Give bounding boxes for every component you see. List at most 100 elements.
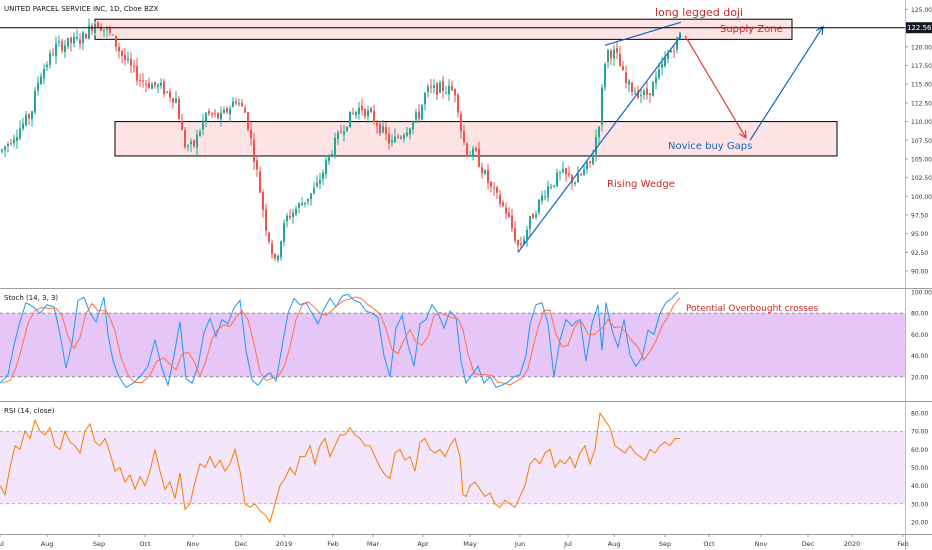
candle-body [370, 108, 372, 112]
candle-body [19, 128, 21, 139]
candle-body [316, 182, 318, 187]
candle-body [496, 187, 498, 193]
candle-body [397, 136, 399, 138]
candle-body [250, 129, 252, 139]
candle-body [154, 82, 156, 86]
x-tick-label: Jul [563, 540, 572, 548]
candle-body [403, 135, 405, 139]
candle-body [259, 171, 261, 193]
candle-body [193, 140, 195, 147]
candle-body [10, 143, 12, 145]
candle-body [520, 243, 522, 245]
x-tick-label: Oct [139, 540, 151, 548]
candle-body [58, 41, 60, 43]
candle-body [352, 112, 354, 114]
candle-body [22, 123, 24, 129]
candle-body [649, 93, 651, 96]
candle-body [91, 25, 93, 32]
candle-body [661, 64, 663, 68]
price-tick-label: 95.00 [911, 231, 928, 238]
candle-body [130, 58, 132, 66]
candle-body [226, 108, 228, 113]
candle-body [646, 88, 648, 95]
candle-body [676, 37, 678, 50]
candle-body [274, 253, 276, 259]
candle-body [328, 154, 330, 162]
candle-body [508, 212, 510, 218]
candle-body [136, 66, 138, 81]
candle-body [178, 98, 180, 120]
candle-body [658, 69, 660, 78]
price-tick-label: 92.50 [911, 250, 928, 257]
candle-body [364, 109, 366, 117]
rsi-tick-label: 60.00 [911, 447, 928, 454]
arrow-red [684, 35, 746, 138]
rsi-tick-label: 20.00 [911, 519, 928, 526]
candle-body [247, 112, 249, 130]
candle-body [343, 131, 345, 135]
candle-body [205, 113, 207, 122]
candle-body [652, 81, 654, 97]
candle-body [439, 82, 441, 93]
candle-body [484, 170, 486, 174]
candle-body [538, 199, 540, 213]
last-price-box [906, 22, 932, 34]
candle-body [190, 141, 192, 145]
candle-body [526, 229, 528, 240]
x-tick-label: 2020 [844, 540, 861, 548]
candle-body [460, 114, 462, 132]
candle-body [88, 25, 90, 39]
candle-body [151, 84, 153, 89]
candle-body [394, 136, 396, 143]
candle-body [103, 29, 105, 31]
candle-body [637, 91, 639, 98]
candle-body [73, 37, 75, 44]
candle-body [76, 37, 78, 39]
candle-body [478, 148, 480, 167]
candle-body [679, 32, 681, 39]
candle-body [610, 50, 612, 59]
candle-body [598, 126, 600, 138]
candle-body [244, 108, 246, 113]
candle-body [553, 185, 555, 187]
candle-body [517, 240, 519, 246]
candle-body [325, 160, 327, 174]
stoch-tick-label: 40.00 [911, 353, 928, 360]
candle-body [13, 139, 15, 144]
candle-body [169, 91, 171, 98]
candle-body [580, 174, 582, 176]
x-tick-label: Feb [327, 540, 339, 548]
candle-body [550, 186, 552, 188]
x-tick-label: Nov [755, 540, 768, 548]
axes: 125.00122.50120.00117.50115.00112.50110.… [0, 7, 932, 548]
x-tick-label: Sep [659, 540, 671, 548]
candle-body [265, 209, 267, 231]
candle-body [340, 131, 342, 133]
stoch-tick-label: 60.00 [911, 332, 928, 339]
rsi-tick-label: 80.00 [911, 411, 928, 418]
candle-body [67, 37, 69, 47]
candle-body [304, 202, 306, 204]
candle-body [436, 83, 438, 95]
candle-body [415, 112, 417, 120]
candle-body [187, 145, 189, 147]
candle-body [667, 53, 669, 59]
candle-body [337, 132, 339, 139]
candle-body [100, 26, 102, 31]
rsi-tick-label: 30.00 [911, 501, 928, 508]
candle-body [94, 23, 96, 33]
candles [1, 18, 681, 263]
candle-body [523, 239, 525, 245]
candle-body [391, 140, 393, 142]
candle-body [4, 146, 6, 150]
candle-body [268, 232, 270, 242]
price-tick-label: 100.00 [911, 194, 932, 201]
candle-body [592, 155, 594, 165]
candle-body [241, 102, 243, 107]
candle-body [376, 122, 378, 127]
candle-body [211, 113, 213, 115]
candle-body [133, 65, 135, 67]
candle-body [139, 79, 141, 81]
candle-body [643, 90, 645, 95]
candle-body [184, 129, 186, 148]
